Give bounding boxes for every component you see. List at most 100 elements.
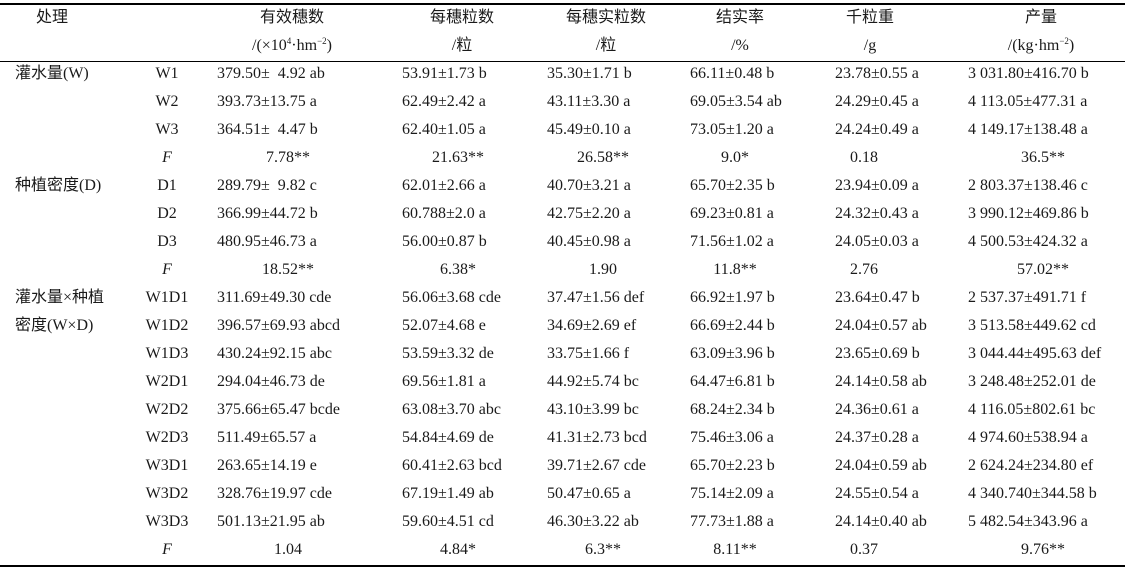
table-cell: 24.14±0.58 ab xyxy=(835,373,927,390)
table-cell: 24.14±0.40 ab xyxy=(835,513,927,530)
table-cell: 24.32±0.43 a xyxy=(835,205,919,222)
f-value: 4.84* xyxy=(440,541,476,558)
header-unit: /(×104·hm−2) xyxy=(252,36,332,55)
table-cell: 2 803.37±138.46 c xyxy=(968,177,1088,194)
row-code: D3 xyxy=(157,233,177,250)
table-cell: 40.45±0.98 a xyxy=(547,233,631,250)
f-value: 6.3** xyxy=(585,541,621,558)
table-cell: 364.51± 4.47 b xyxy=(217,121,318,138)
table-cell: 41.31±2.73 bcd xyxy=(547,429,647,446)
table-cell: 45.49±0.10 a xyxy=(547,121,631,138)
table-cell: 40.70±3.21 a xyxy=(547,177,631,194)
f-value: 1.04 xyxy=(274,541,302,558)
table-cell: 62.40±1.05 a xyxy=(402,121,486,138)
table-cell: 3 248.48±252.01 de xyxy=(968,373,1096,390)
table-cell: 2 537.37±491.71 f xyxy=(968,289,1087,306)
row-code: W1D1 xyxy=(145,289,189,306)
table-cell: 511.49±65.57 a xyxy=(217,429,317,446)
table-cell: 66.92±1.97 b xyxy=(690,289,775,306)
table-cell: 24.05±0.03 a xyxy=(835,233,919,250)
row-code: D2 xyxy=(157,205,177,222)
table-cell: 480.95±46.73 a xyxy=(217,233,317,250)
table-cell: 43.11±3.30 a xyxy=(547,93,631,110)
f-value: 57.02** xyxy=(1017,261,1069,278)
table-cell: 43.10±3.99 bc xyxy=(547,401,639,418)
table-cell: 396.57±69.93 abcd xyxy=(217,317,340,334)
table-cell: 24.36±0.61 a xyxy=(835,401,919,418)
table-cell: 3 031.80±416.70 b xyxy=(968,65,1089,82)
table-cell: 24.29±0.45 a xyxy=(835,93,919,110)
f-value: 1.90 xyxy=(589,261,617,278)
table-cell: 56.00±0.87 b xyxy=(402,233,487,250)
table-cell: 366.99±44.72 b xyxy=(217,205,318,222)
table-cell: 52.07±4.68 e xyxy=(402,317,486,334)
table-cell: 65.70±2.35 b xyxy=(690,177,775,194)
group-label: 灌水量×种植 xyxy=(15,289,105,306)
table-cell: 60.788±2.0 a xyxy=(402,205,486,222)
table-cell: 311.69±49.30 cde xyxy=(217,289,332,306)
table-cell: 54.84±4.69 de xyxy=(402,429,494,446)
table-cell: 379.50± 4.92 ab xyxy=(217,65,325,82)
f-statistic-label: F xyxy=(162,261,172,278)
header-rule xyxy=(0,61,1125,62)
table-cell: 23.64±0.47 b xyxy=(835,289,920,306)
table-cell: 4 974.60±538.94 a xyxy=(968,429,1088,446)
table-cell: 77.73±1.88 a xyxy=(690,513,774,530)
f-value: 8.11** xyxy=(713,541,757,558)
row-code: W3D2 xyxy=(145,485,189,502)
header-unit: /% xyxy=(731,37,749,54)
table-cell: 3 044.44±495.63 def xyxy=(968,345,1102,362)
table-cell: 66.69±2.44 b xyxy=(690,317,775,334)
table-cell: 68.24±2.34 b xyxy=(690,401,775,418)
row-code: W1 xyxy=(155,65,179,82)
table-cell: 42.75±2.20 a xyxy=(547,205,631,222)
table-cell: 33.75±1.66 f xyxy=(547,345,630,362)
table-cell: 75.46±3.06 a xyxy=(690,429,774,446)
table-cell: 23.94±0.09 a xyxy=(835,177,919,194)
group-label: 密度(W×D) xyxy=(15,317,94,334)
table-cell: 63.08±3.70 abc xyxy=(402,401,501,418)
table-cell: 73.05±1.20 a xyxy=(690,121,774,138)
header-unit: /(kg·hm−2) xyxy=(1007,36,1075,55)
table-cell: 328.76±19.97 cde xyxy=(217,485,332,502)
row-code: W3D1 xyxy=(145,457,189,474)
row-code: W2D2 xyxy=(145,401,189,418)
table-cell: 393.73±13.75 a xyxy=(217,93,317,110)
table-cell: 501.13±21.95 ab xyxy=(217,513,325,530)
f-value: 6.38* xyxy=(440,261,476,278)
f-value: 0.18 xyxy=(850,149,878,166)
table-cell: 3 990.12±469.86 b xyxy=(968,205,1089,222)
table-cell: 64.47±6.81 b xyxy=(690,373,775,390)
table-cell: 4 116.05±802.61 bc xyxy=(968,401,1096,418)
row-code: W2D1 xyxy=(145,373,189,390)
row-code: W1D2 xyxy=(145,317,189,334)
table-cell: 24.37±0.28 a xyxy=(835,429,919,446)
f-value: 26.58** xyxy=(577,149,629,166)
table-cell: 375.66±65.47 bcde xyxy=(217,401,340,418)
header-name: 千粒重 xyxy=(845,9,895,26)
table-cell: 263.65±14.19 e xyxy=(217,457,317,474)
table-cell: 63.09±3.96 b xyxy=(690,345,775,362)
f-value: 0.37 xyxy=(850,541,878,558)
table-cell: 23.65±0.69 b xyxy=(835,345,920,362)
f-value: 18.52** xyxy=(262,261,314,278)
f-statistic-label: F xyxy=(162,541,172,558)
table-cell: 4 340.740±344.58 b xyxy=(968,485,1097,502)
table-cell: 4 149.17±138.48 a xyxy=(968,121,1088,138)
table-cell: 75.14±2.09 a xyxy=(690,485,774,502)
f-value: 36.5** xyxy=(1021,149,1065,166)
row-code: D1 xyxy=(157,177,177,194)
table-cell: 53.91±1.73 b xyxy=(402,65,487,82)
f-value: 9.0* xyxy=(721,149,749,166)
table-cell: 39.71±2.67 cde xyxy=(547,457,646,474)
f-value: 11.8** xyxy=(713,261,757,278)
group-label: 灌水量(W) xyxy=(15,65,89,82)
table-cell: 69.23±0.81 a xyxy=(690,205,774,222)
row-code: W1D3 xyxy=(145,345,189,362)
table-cell: 34.69±2.69 ef xyxy=(547,317,637,334)
table-cell: 24.04±0.59 ab xyxy=(835,457,927,474)
table-cell: 24.55±0.54 a xyxy=(835,485,919,502)
f-statistic-label: F xyxy=(162,149,172,166)
table-cell: 289.79± 9.82 c xyxy=(217,177,317,194)
